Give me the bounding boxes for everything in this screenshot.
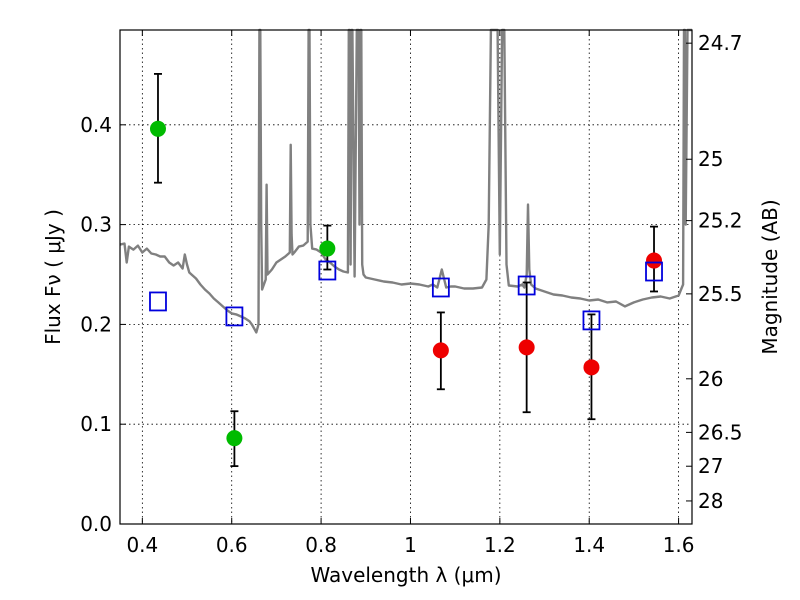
spectrum-line bbox=[119, 28, 692, 334]
data-point bbox=[319, 240, 336, 257]
data-point bbox=[646, 252, 663, 269]
data-point bbox=[226, 430, 243, 447]
model-band-point bbox=[645, 261, 663, 282]
x-tick-label: 1.4 bbox=[573, 533, 605, 557]
data-point bbox=[583, 359, 600, 376]
data-point bbox=[518, 339, 535, 356]
right-tick-label: 28 bbox=[698, 489, 723, 513]
plot-frame bbox=[119, 29, 693, 525]
right-tick-label: 27 bbox=[698, 454, 723, 478]
x-tick-label: 1 bbox=[404, 533, 417, 557]
model-band-point bbox=[582, 310, 601, 331]
right-tick-label: 25.5 bbox=[698, 282, 743, 306]
right-tick-label: 26 bbox=[698, 367, 723, 391]
model-band-point bbox=[225, 306, 244, 327]
right-tick-label: 26.5 bbox=[698, 420, 743, 444]
y-tick-label: 0.3 bbox=[80, 213, 112, 237]
grid-lines bbox=[120, 30, 692, 525]
axis-ticks: 0.4 0.6 0.8 1 1.2 1.4 1.6 0.0 0.1 0.2 0.3 0.4 24.7 25… bbox=[80, 30, 743, 557]
right-tick-label: 24.7 bbox=[698, 31, 743, 55]
y-tick-label: 0.0 bbox=[80, 512, 112, 536]
x-tick-label: 0.6 bbox=[216, 533, 248, 557]
x-axis-label: Wavelength λ (μm) bbox=[310, 563, 501, 587]
data-markers bbox=[149, 73, 663, 468]
x-tick-label: 1.6 bbox=[663, 533, 695, 557]
model-band-point bbox=[318, 260, 337, 281]
right-tick-label: 25 bbox=[698, 147, 723, 171]
y-axis-right-label: Magnitude (AB) bbox=[758, 199, 782, 354]
model-band-point bbox=[431, 277, 450, 298]
y-axis-label: Flux Fν ( μJy ) bbox=[41, 209, 65, 345]
data-point bbox=[432, 342, 449, 359]
x-tick-label: 1.2 bbox=[484, 533, 516, 557]
data-point bbox=[149, 120, 166, 137]
x-tick-label: 0.4 bbox=[126, 533, 158, 557]
y-tick-label: 0.1 bbox=[80, 412, 112, 436]
right-tick-label: 25.2 bbox=[698, 209, 743, 233]
x-tick-label: 0.8 bbox=[305, 533, 337, 557]
model-spectrum bbox=[119, 28, 692, 334]
y-tick-label: 0.4 bbox=[80, 113, 112, 137]
y-tick-label: 0.2 bbox=[80, 312, 112, 336]
model-band-point bbox=[517, 275, 536, 296]
model-band-point bbox=[149, 291, 167, 312]
